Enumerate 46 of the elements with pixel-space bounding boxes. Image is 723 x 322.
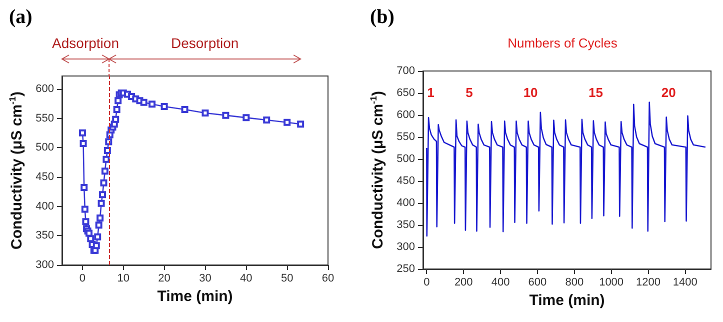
annotation: 5 — [466, 85, 473, 100]
x-tick-label: 200 — [454, 276, 473, 288]
x-tick-label: 20 — [158, 272, 170, 284]
text: Adsorption — [52, 35, 119, 51]
annotation: 15 — [588, 85, 603, 100]
x-tick-label: 0 — [79, 272, 86, 284]
chart-title: (b) — [370, 6, 394, 28]
y-tick-label: 350 — [36, 230, 54, 242]
y-tick-label: 300 — [36, 259, 54, 271]
y-tick-label: 550 — [36, 112, 54, 124]
y-tick-label: 450 — [36, 170, 54, 183]
y-tick-label: 500 — [396, 153, 415, 165]
x-axis-title: Time (min) — [529, 292, 605, 309]
y-tick-label: 400 — [36, 200, 54, 212]
x-tick-label: 1000 — [599, 276, 624, 288]
y-tick-label: 700 — [396, 65, 415, 77]
y-tick-label: 250 — [396, 263, 415, 275]
y-tick-label: 650 — [396, 87, 415, 99]
y-tick-label: 500 — [36, 142, 54, 154]
x-tick-label: 40 — [240, 272, 252, 284]
y-axis-title: Conductivity (μS cm-1) — [8, 91, 26, 250]
x-tick-label: 800 — [565, 276, 584, 288]
y-tick-label: 550 — [396, 131, 415, 143]
chart-title: (a) — [9, 6, 32, 28]
x-tick-label: 30 — [199, 272, 212, 284]
text: Numbers of Cycles — [508, 36, 618, 50]
y-tick-label: 300 — [396, 241, 415, 253]
x-axis-title: Time (min) — [157, 288, 233, 305]
annotation: 1 — [427, 85, 434, 100]
x-tick-label: 1200 — [636, 276, 660, 288]
x-tick-label: 400 — [491, 276, 510, 288]
x-tick-label: 10 — [117, 272, 130, 284]
y-tick-label: 600 — [36, 82, 54, 95]
y-tick-label: 600 — [396, 109, 415, 121]
y-axis-title: Conductivity (μS cm-1) — [368, 90, 386, 250]
y-tick-label: 450 — [396, 175, 415, 187]
annotation: 20 — [661, 85, 676, 100]
x-tick-label: 0 — [424, 276, 430, 288]
y-tick-label: 400 — [396, 197, 415, 209]
x-tick-label: 1400 — [672, 276, 698, 288]
x-tick-label: 50 — [280, 272, 294, 284]
y-tick-label: 350 — [396, 219, 415, 231]
text: Desorption — [170, 35, 239, 51]
x-tick-label: 60 — [322, 272, 334, 284]
x-tick-label: 600 — [528, 276, 547, 288]
annotation: 10 — [523, 85, 538, 100]
